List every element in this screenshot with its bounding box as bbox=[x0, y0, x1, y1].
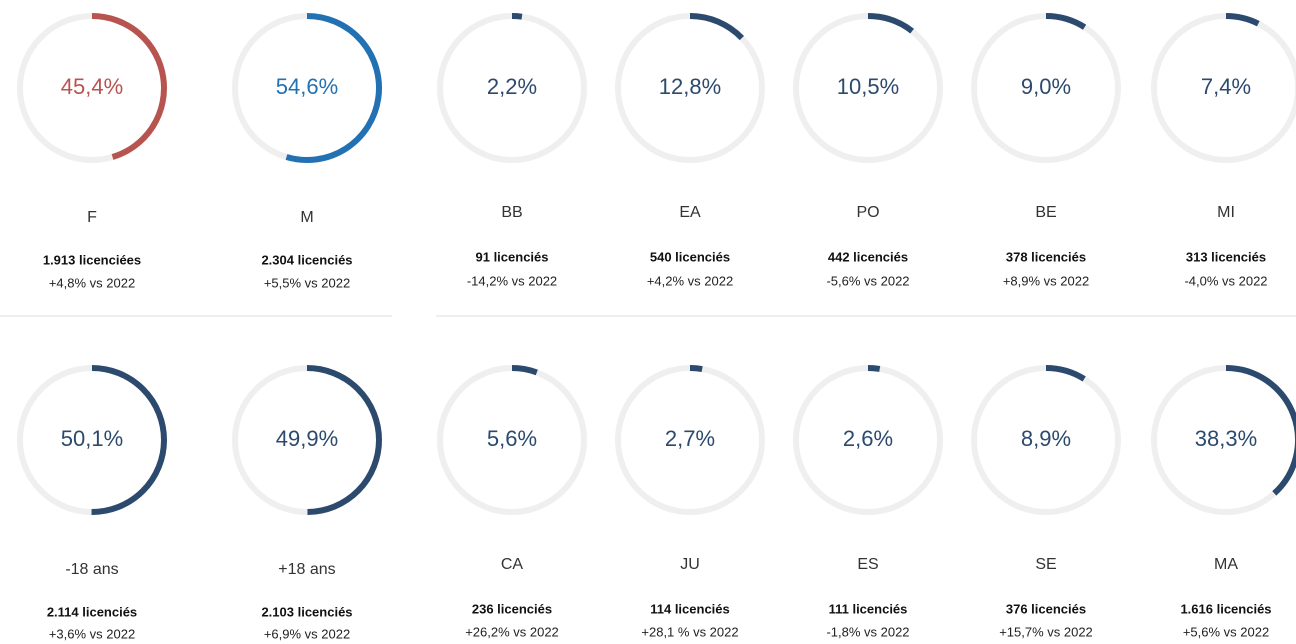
gauge-change: +5,5% vs 2022 bbox=[264, 275, 350, 290]
gauge-name: CA bbox=[501, 556, 524, 573]
gauge-name: BB bbox=[501, 204, 522, 221]
gauge-arc bbox=[285, 13, 382, 163]
gauge-count: 2.304 licenciés bbox=[261, 252, 352, 267]
gauge-name: MA bbox=[1214, 556, 1238, 573]
gauge-name: M bbox=[300, 209, 313, 226]
gauge-arc bbox=[91, 13, 167, 160]
gauge-value: 45,4% bbox=[61, 74, 123, 99]
gauge-value: 2,2% bbox=[487, 74, 537, 99]
gauge-name: ES bbox=[857, 556, 878, 573]
gauge-value: 9,0% bbox=[1021, 74, 1071, 99]
gauge-change: -4,0% vs 2022 bbox=[1184, 273, 1267, 288]
gauge-count: 236 licenciés bbox=[472, 601, 552, 616]
gauge-value: 2,7% bbox=[665, 426, 715, 451]
gauge-value: 2,6% bbox=[843, 426, 893, 451]
gauge-count: 378 licenciés bbox=[1006, 249, 1086, 264]
gauge-arc bbox=[867, 13, 914, 34]
gauge-count: 540 licenciés bbox=[650, 249, 730, 264]
gauge-name: F bbox=[87, 209, 97, 226]
gauge-value: 49,9% bbox=[276, 426, 338, 451]
gauge-arc bbox=[689, 13, 745, 41]
gauge-value: 54,6% bbox=[276, 74, 338, 99]
gauge-change: +15,7% vs 2022 bbox=[999, 624, 1093, 639]
gauge-arc bbox=[511, 13, 523, 20]
gauge-count: 1.913 licenciées bbox=[43, 252, 141, 267]
gauge-name: JU bbox=[680, 556, 700, 573]
gauge-count: 111 licenciés bbox=[829, 601, 908, 616]
gauge-value: 12,8% bbox=[659, 74, 721, 99]
gauge-name: SE bbox=[1035, 556, 1056, 573]
gauge-name: EA bbox=[679, 204, 701, 221]
gauge-change: -5,6% vs 2022 bbox=[826, 273, 909, 288]
gauge-count: 2.114 licenciés bbox=[47, 604, 137, 619]
gauge-name: MI bbox=[1217, 204, 1235, 221]
gauge-count: 1.616 licenciés bbox=[1180, 601, 1271, 616]
gauge-change: -1,8% vs 2022 bbox=[826, 624, 909, 639]
gauge-arc bbox=[306, 365, 383, 515]
gauge-change: +6,9% vs 2022 bbox=[264, 626, 350, 641]
gauge-arc bbox=[1045, 13, 1087, 30]
gauge-value: 50,1% bbox=[61, 426, 123, 451]
gauge-value: 7,4% bbox=[1201, 74, 1251, 99]
gauge-arc bbox=[91, 365, 167, 515]
gauge-name: PO bbox=[856, 204, 879, 221]
gauge-value: 5,6% bbox=[487, 426, 537, 451]
gauge-count: 2.103 licenciés bbox=[261, 604, 352, 619]
gauge-value: 8,9% bbox=[1021, 426, 1071, 451]
gauge-change: +28,1 % vs 2022 bbox=[641, 624, 738, 639]
gauge-arc bbox=[867, 365, 881, 372]
gauge-change: -14,2% vs 2022 bbox=[467, 273, 557, 288]
gauge-change: +4,2% vs 2022 bbox=[647, 273, 733, 288]
gauge-count: 114 licenciés bbox=[650, 601, 730, 616]
gauge-count: 376 licenciés bbox=[1006, 601, 1086, 616]
gauge-change: +26,2% vs 2022 bbox=[465, 624, 559, 639]
gauge-arc bbox=[1225, 13, 1260, 27]
gauge-change: +3,6% vs 2022 bbox=[49, 626, 135, 641]
gauge-value: 38,3% bbox=[1195, 426, 1257, 451]
gauge-arc bbox=[1045, 365, 1086, 382]
gauge-name: +18 ans bbox=[278, 561, 335, 578]
gauge-count: 313 licenciés bbox=[1186, 249, 1266, 264]
gauge-change: +5,6% vs 2022 bbox=[1183, 624, 1269, 639]
gauge-arc bbox=[689, 365, 703, 372]
gauge-arc bbox=[1225, 365, 1296, 496]
gauge-name: BE bbox=[1035, 204, 1056, 221]
gauge-change: +4,8% vs 2022 bbox=[49, 275, 135, 290]
gauge-count: 442 licenciés bbox=[828, 249, 908, 264]
gauge-value: 10,5% bbox=[837, 74, 899, 99]
gauge-change: +8,9% vs 2022 bbox=[1003, 273, 1089, 288]
gauge-arc bbox=[511, 365, 538, 376]
gauge-name: -18 ans bbox=[65, 561, 118, 578]
gauge-count: 91 licenciés bbox=[476, 249, 549, 264]
